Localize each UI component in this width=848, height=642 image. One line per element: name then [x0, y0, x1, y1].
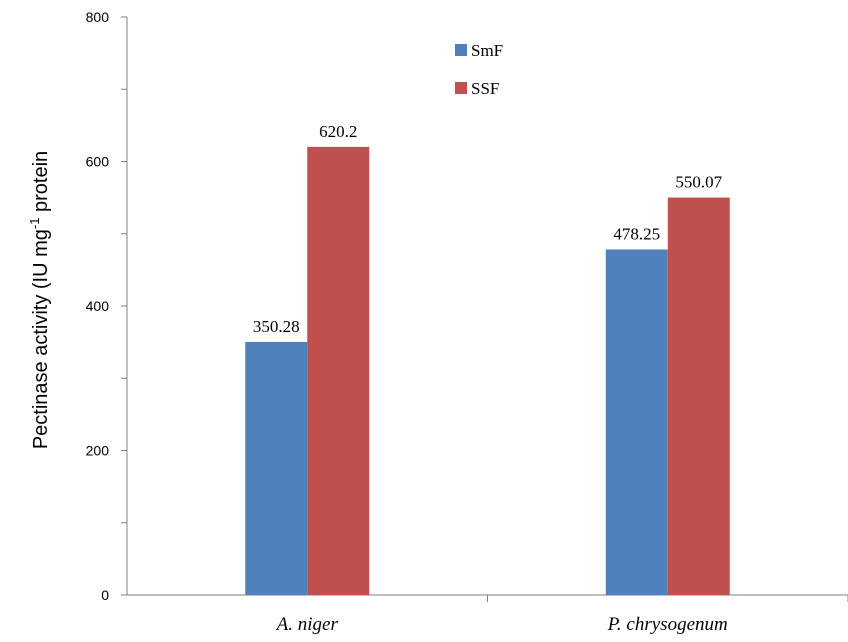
x-category-label: A. niger — [275, 614, 339, 635]
bars — [245, 146, 730, 596]
bar-smf-2 — [605, 249, 668, 596]
legend: SmF SSF — [455, 41, 503, 98]
legend-label-ssf: SSF — [471, 79, 499, 98]
legend-swatch-smf — [455, 44, 467, 56]
y-tick-label: 600 — [86, 154, 110, 170]
x-ticks — [487, 595, 848, 602]
data-label: 478.25 — [613, 224, 660, 243]
y-tick-label: 0 — [101, 587, 109, 603]
y-tick-label: 200 — [86, 443, 110, 459]
value-labels: 350.28 620.2 478.25 550.07 — [253, 122, 723, 336]
category-labels: A. niger P. chrysogenum — [275, 614, 728, 635]
axes — [126, 17, 848, 596]
y-axis-label-superscript: -1 — [27, 218, 42, 230]
y-tick-label: 400 — [86, 298, 110, 314]
y-axis-label-main: Pectinase activity (IU mg — [30, 229, 52, 449]
data-label: 550.07 — [675, 173, 722, 192]
x-category-label: P. chrysogenum — [607, 614, 728, 635]
data-label: 620.2 — [319, 122, 357, 141]
bar-smf-1 — [245, 341, 308, 595]
bar-ssf-1 — [307, 146, 370, 595]
legend-label-smf: SmF — [471, 41, 503, 60]
y-axis-label-tail: protein — [30, 151, 52, 218]
legend-swatch-ssf — [455, 82, 467, 94]
data-label: 350.28 — [253, 317, 300, 336]
bar-ssf-2 — [667, 197, 730, 595]
y-ticks: 0 200 400 600 800 — [86, 9, 127, 603]
y-axis-label: Pectinase activity (IU mg-1 protein — [27, 151, 52, 449]
y-tick-label: 800 — [86, 9, 110, 25]
